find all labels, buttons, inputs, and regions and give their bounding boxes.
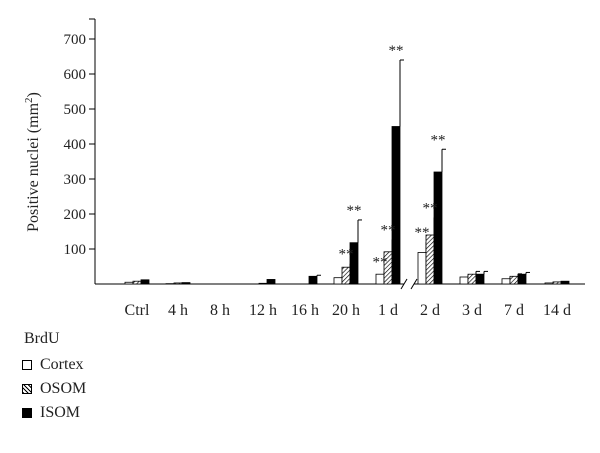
bar-osom-20h bbox=[342, 267, 350, 284]
y-tick-label: 100 bbox=[64, 242, 87, 258]
bar-cortex-20h bbox=[334, 278, 342, 284]
y-tick-label: 400 bbox=[64, 137, 87, 153]
legend-item-cortex: Cortex bbox=[22, 353, 86, 377]
x-tick-label-ctrl: Ctrl bbox=[125, 302, 150, 319]
significance-marker-isom-1d: ** bbox=[389, 43, 404, 59]
bar-cortex-7d bbox=[502, 279, 510, 284]
bar-isom-ctrl bbox=[141, 280, 149, 284]
x-tick-label-1d: 1 d bbox=[378, 302, 398, 319]
legend-swatch-osom bbox=[22, 384, 32, 394]
legend-label-cortex: Cortex bbox=[40, 356, 84, 374]
bar-cortex-1d bbox=[376, 274, 384, 284]
legend-label-isom: ISOM bbox=[40, 404, 80, 422]
x-tick-label-7d: 7 d bbox=[504, 302, 524, 319]
bar-osom-14d bbox=[553, 282, 561, 284]
x-tick-label-3d: 3 d bbox=[462, 302, 482, 319]
x-tick-label-12h: 12 h bbox=[249, 302, 277, 319]
bar-isom-1d bbox=[392, 127, 400, 285]
y-tick-label: 300 bbox=[64, 172, 87, 188]
bar-isom-7d bbox=[518, 274, 526, 284]
x-tick-label-14d: 14 d bbox=[543, 302, 571, 319]
y-tick-label: 200 bbox=[64, 207, 87, 223]
significance-marker-osom-2d: ** bbox=[423, 201, 438, 217]
bar-cortex-ctrl bbox=[125, 282, 133, 284]
significance-marker-cortex-1d: ** bbox=[373, 254, 388, 270]
bar-osom-7d bbox=[510, 276, 518, 284]
legend-item-osom: OSOM bbox=[22, 377, 86, 401]
bar-isom-2d bbox=[434, 172, 442, 284]
x-tick-label-4h: 4 h bbox=[168, 302, 188, 319]
x-tick-label-16h: 16 h bbox=[291, 302, 319, 319]
bar-isom-16h bbox=[309, 276, 317, 284]
x-tick-label-8h: 8 h bbox=[210, 302, 230, 319]
y-tick-label: 500 bbox=[64, 102, 87, 118]
bar-isom-3d bbox=[476, 274, 484, 284]
y-axis-label: Positive nuclei (mm2) bbox=[23, 92, 42, 232]
bar-osom-ctrl bbox=[133, 281, 141, 284]
bar-cortex-2d bbox=[418, 253, 426, 285]
y-tick-label: 700 bbox=[64, 32, 87, 48]
y-axis-label-close: ) bbox=[25, 92, 42, 97]
x-tick-label-2d: 2 d bbox=[420, 302, 440, 319]
bar-cortex-14d bbox=[545, 283, 553, 284]
x-tick-label-20h: 20 h bbox=[332, 302, 360, 319]
bar-osom-4h bbox=[174, 283, 182, 284]
legend-swatch-cortex bbox=[22, 360, 32, 370]
legend-label-osom: OSOM bbox=[40, 380, 86, 398]
significance-marker-isom-20h: ** bbox=[347, 203, 362, 219]
bar-isom-4h bbox=[182, 283, 190, 284]
y-axis-label-main: Positive nuclei (mm bbox=[25, 102, 42, 231]
legend: BrdU Cortex OSOM ISOM bbox=[22, 330, 86, 425]
bar-osom-3d bbox=[468, 274, 476, 284]
legend-title: BrdU bbox=[24, 330, 86, 348]
significance-marker-osom-20h: ** bbox=[339, 247, 354, 263]
significance-marker-osom-1d: ** bbox=[381, 223, 396, 239]
legend-item-isom: ISOM bbox=[22, 401, 86, 425]
bar-osom-2d bbox=[426, 235, 434, 284]
legend-swatch-isom bbox=[22, 408, 32, 418]
significance-marker-isom-2d: ** bbox=[431, 132, 446, 148]
y-tick-label: 600 bbox=[64, 67, 87, 83]
bar-isom-12h bbox=[267, 279, 275, 284]
bar-cortex-3d bbox=[460, 277, 468, 284]
bar-isom-14d bbox=[561, 281, 569, 284]
significance-marker-cortex-2d: ** bbox=[415, 225, 430, 241]
bar-osom-12h bbox=[259, 283, 267, 284]
